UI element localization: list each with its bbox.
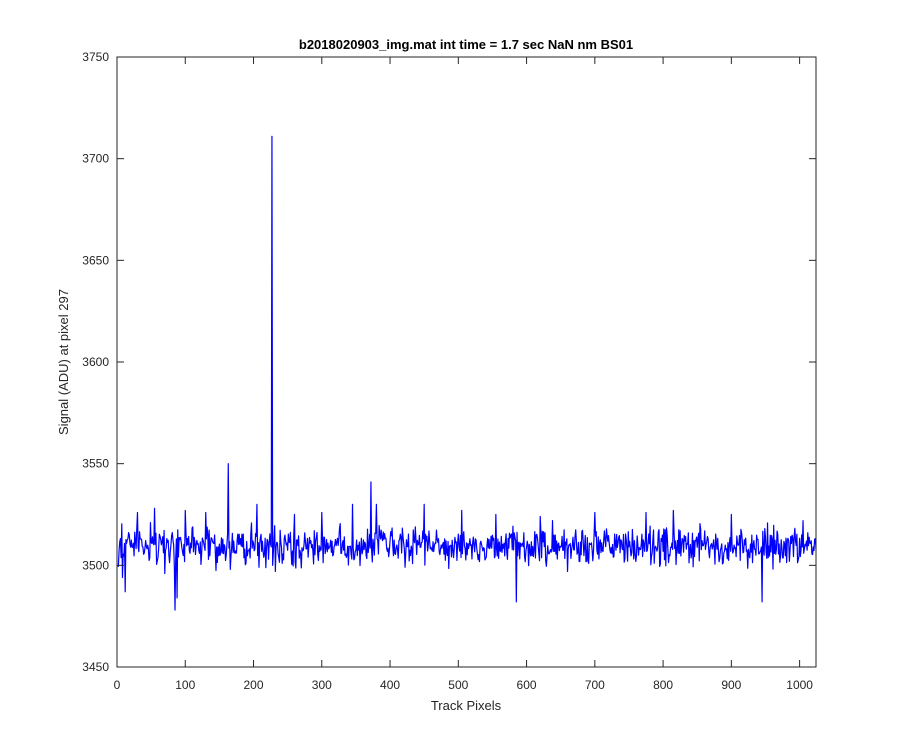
x-tick-label: 300 xyxy=(312,678,332,692)
y-tick-label: 3550 xyxy=(82,457,109,471)
y-tick-label: 3450 xyxy=(82,660,109,674)
chart-title: b2018020903_img.mat int time = 1.7 sec N… xyxy=(299,37,633,52)
x-tick-label: 200 xyxy=(244,678,264,692)
x-tick-label: 600 xyxy=(517,678,537,692)
y-axis: 3450 3500 3550 3600 3650 3700 3750 xyxy=(82,50,816,674)
x-tick-label: 400 xyxy=(380,678,400,692)
x-tick-label: 500 xyxy=(448,678,468,692)
x-tick-label: 700 xyxy=(585,678,605,692)
y-axis-label: Signal (ADU) at pixel 297 xyxy=(56,289,71,435)
x-tick-label: 800 xyxy=(653,678,673,692)
series-layer xyxy=(117,135,817,611)
y-tick-label: 3500 xyxy=(82,558,109,572)
y-tick-label: 3750 xyxy=(82,50,109,64)
series-line xyxy=(117,135,817,611)
y-tick-label: 3650 xyxy=(82,253,109,267)
plot-area xyxy=(117,57,816,667)
x-axis: 0 100 200 300 400 500 600 700 800 900 1000 xyxy=(114,57,813,692)
y-tick-label: 3700 xyxy=(82,152,109,166)
x-axis-label: Track Pixels xyxy=(431,698,502,713)
x-tick-label: 100 xyxy=(175,678,195,692)
x-tick-label: 1000 xyxy=(786,678,813,692)
y-tick-label: 3600 xyxy=(82,355,109,369)
x-tick-label: 900 xyxy=(721,678,741,692)
x-tick-label: 0 xyxy=(114,678,121,692)
